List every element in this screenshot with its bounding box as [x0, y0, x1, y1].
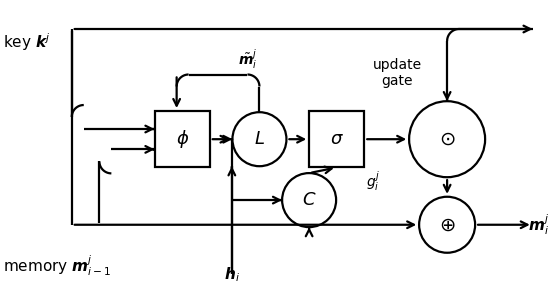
Text: $\oplus$: $\oplus$: [439, 215, 455, 234]
Circle shape: [282, 173, 336, 227]
Circle shape: [232, 112, 286, 166]
Bar: [155, 111, 210, 168]
Text: $\sigma$: $\sigma$: [330, 130, 344, 148]
Text: $\tilde{\boldsymbol{m}}^j_i$: $\tilde{\boldsymbol{m}}^j_i$: [238, 47, 257, 71]
Text: memory $\boldsymbol{m}^j_{i-1}$: memory $\boldsymbol{m}^j_{i-1}$: [3, 253, 111, 278]
Text: update
gate: update gate: [373, 58, 422, 88]
Text: $\odot$: $\odot$: [439, 130, 455, 149]
Circle shape: [409, 101, 485, 177]
Circle shape: [419, 197, 475, 253]
Bar: [309, 111, 364, 168]
Text: $C$: $C$: [302, 191, 316, 209]
Text: $g^j_i$: $g^j_i$: [366, 169, 380, 193]
Text: $\boldsymbol{h}_i$: $\boldsymbol{h}_i$: [224, 266, 240, 284]
Text: $L$: $L$: [254, 130, 265, 148]
Text: key $\boldsymbol{k}^j$: key $\boldsymbol{k}^j$: [3, 31, 50, 53]
Text: $\boldsymbol{m}^j_i$: $\boldsymbol{m}^j_i$: [528, 212, 549, 237]
Text: $\phi$: $\phi$: [176, 128, 189, 150]
